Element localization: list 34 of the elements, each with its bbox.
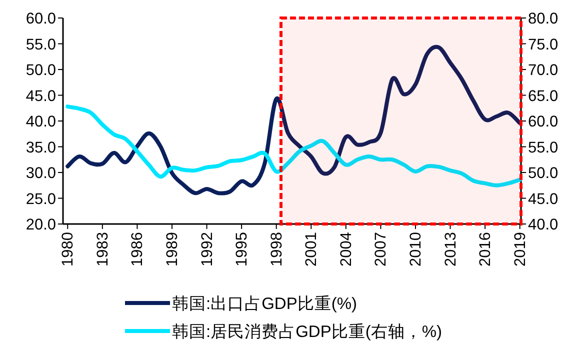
- y-tick-label: 50.0: [26, 62, 56, 79]
- x-tick-label: 1995: [234, 232, 251, 266]
- y2-tick-label: 50.0: [528, 165, 559, 182]
- y2-tick-label: 80.0: [528, 10, 559, 28]
- x-tick-label: 2016: [477, 232, 494, 266]
- y-tick-label: 45.0: [26, 88, 56, 105]
- y-tick-label: 30.0: [26, 165, 56, 182]
- x-tick-label: 2013: [442, 232, 460, 266]
- x-tick-label: 2007: [372, 232, 390, 266]
- x-tick-label: 1989: [164, 232, 181, 266]
- x-tick-label: 2001: [303, 232, 320, 266]
- y2-tick-label: 75.0: [528, 36, 559, 54]
- x-tick-label: 1992: [198, 232, 216, 266]
- y2-tick-label: 55.0: [528, 139, 559, 156]
- x-tick-label: 1998: [268, 232, 286, 266]
- y2-tick-label: 40.0: [528, 216, 559, 234]
- y-tick-label: 60.0: [26, 10, 56, 28]
- legend-label: 韩国:出口占GDP比重(%): [172, 294, 357, 313]
- y-tick-label: 25.0: [26, 190, 56, 208]
- y-tick-label: 35.0: [26, 139, 56, 156]
- x-tick-label: 1983: [94, 232, 112, 266]
- y-tick-label: 40.0: [26, 114, 56, 130]
- x-tick-label: 2004: [338, 232, 355, 266]
- y-tick-label: 55.0: [26, 36, 56, 54]
- y2-tick-label: 60.0: [528, 114, 559, 130]
- x-tick-label: 2010: [407, 232, 424, 266]
- legend-label: 韩国:居民消费占GDP比重(右轴，%): [172, 322, 442, 341]
- y2-tick-label: 65.0: [528, 88, 559, 105]
- y2-tick-label: 70.0: [528, 62, 559, 79]
- x-tick-label: 1980: [60, 232, 77, 266]
- x-tick-label: 2019: [512, 232, 529, 266]
- x-tick-label: 1986: [129, 232, 146, 266]
- y-tick-label: 20.0: [26, 216, 56, 234]
- y2-tick-label: 45.0: [528, 190, 559, 208]
